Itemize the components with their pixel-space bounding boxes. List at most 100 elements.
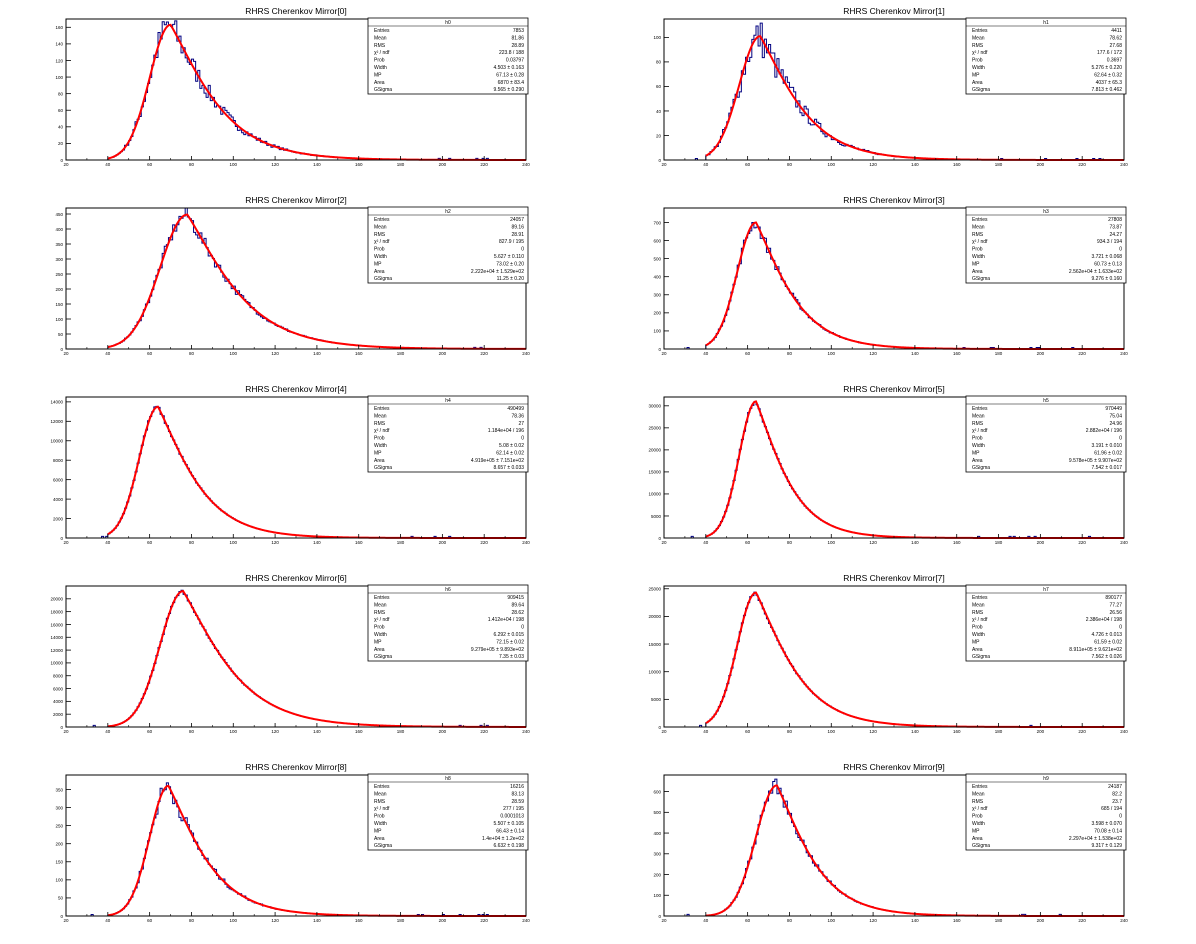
x-axis: 20 40 60 80 100 120 140 160 180 200 220 240 (661, 723, 1128, 734)
y-tick-label: 50 (58, 332, 64, 337)
stats-label: χ² / ndf (374, 617, 390, 623)
stats-value: 62.14 ± 0.02 (496, 450, 524, 456)
stats-value: 16216 (510, 784, 524, 790)
y-tick-label: 10000 (648, 670, 661, 675)
stats-label: Prob (374, 436, 385, 442)
y-tick-label: 0 (658, 158, 661, 163)
x-tick-label: 40 (703, 729, 709, 734)
stats-value: 2.562e+04 ± 1.633e+02 (1069, 269, 1122, 275)
y-axis: 0 5000 10000 15000 20000 25000 30000 (648, 404, 669, 541)
y-tick-label: 0 (60, 158, 63, 163)
x-tick-label: 80 (189, 351, 195, 356)
y-tick-label: 18000 (50, 609, 63, 614)
stats-value: 0 (1119, 436, 1122, 442)
x-tick-label: 140 (313, 918, 321, 923)
stats-label: GSigma (972, 87, 990, 93)
x-tick-label: 100 (828, 918, 836, 923)
x-tick-label: 60 (147, 729, 153, 734)
stats-title: h9 (1043, 776, 1049, 782)
stats-label: RMS (972, 43, 984, 49)
stats-label: GSigma (972, 654, 990, 660)
stats-value: 9.279e+05 ± 9.893e+02 (471, 647, 524, 653)
stats-label: RMS (374, 610, 386, 616)
stats-label: χ² / ndf (972, 50, 988, 56)
stats-label: χ² / ndf (374, 428, 390, 434)
stats-value: 277 / 195 (503, 806, 524, 812)
x-tick-label: 60 (745, 540, 751, 545)
x-tick-label: 80 (787, 918, 793, 923)
x-tick-label: 220 (480, 540, 488, 545)
stats-label: Prob (374, 58, 385, 64)
y-tick-label: 12000 (50, 419, 63, 424)
stats-title: h0 (445, 20, 451, 26)
histogram-panel: RHRS Cherenkov Mirror[1] 20 40 60 80 100 120 14… (653, 6, 1128, 167)
x-tick-label: 140 (313, 162, 321, 167)
y-axis: 0 100 200 300 400 500 600 700 (653, 220, 669, 352)
y-tick-label: 4000 (53, 497, 64, 502)
stats-value: 0 (1119, 247, 1122, 253)
y-tick-label: 350 (55, 787, 63, 792)
y-tick-label: 60 (58, 108, 64, 113)
x-axis: 20 40 60 80 100 120 140 160 180 200 220 240 (661, 534, 1128, 545)
stats-label: GSigma (374, 654, 392, 660)
x-tick-label: 180 (995, 351, 1003, 356)
stats-title: h6 (445, 587, 451, 593)
stats-label: RMS (374, 43, 386, 49)
x-tick-label: 180 (995, 540, 1003, 545)
stats-label: RMS (972, 421, 984, 427)
stats-value: 24.96 (1109, 421, 1122, 427)
stats-label: Mean (374, 35, 387, 41)
y-tick-label: 5000 (651, 514, 662, 519)
y-tick-label: 100 (55, 75, 63, 80)
stats-value: 78.62 (1109, 35, 1122, 41)
stats-value: 909415 (507, 595, 524, 601)
stats-title: h1 (1043, 20, 1049, 26)
stats-label: Width (374, 65, 387, 71)
stats-value: 9.276 ± 0.160 (1091, 276, 1122, 282)
x-tick-label: 160 (953, 540, 961, 545)
stats-value: 82.2 (1112, 791, 1122, 797)
y-tick-label: 450 (55, 212, 63, 217)
stats-value: 0 (521, 625, 524, 631)
stats-label: Area (374, 269, 385, 275)
stats-value: 72.15 ± 0.02 (496, 639, 524, 645)
histogram-panel: RHRS Cherenkov Mirror[4] 20 40 60 80 100 120 14… (50, 384, 530, 545)
x-tick-label: 20 (63, 729, 69, 734)
x-tick-label: 40 (105, 540, 111, 545)
x-tick-label: 240 (522, 351, 530, 356)
x-axis: 20 40 60 80 100 120 140 160 180 200 220 240 (63, 156, 530, 167)
stats-frame (367, 584, 529, 662)
stats-label: Entries (374, 217, 390, 223)
y-tick-label: 25000 (648, 587, 661, 592)
stats-label: GSigma (374, 843, 392, 849)
x-tick-label: 40 (703, 351, 709, 356)
y-tick-label: 20000 (648, 614, 661, 619)
x-tick-label: 20 (661, 162, 667, 167)
y-tick-label: 400 (653, 831, 661, 836)
x-axis: 20 40 60 80 100 120 140 160 180 200 220 240 (63, 723, 530, 734)
stats-box: h1 Entries 4411 Mean 78.62 RMS 27.68 χ² / ndf 17… (965, 17, 1127, 95)
x-tick-label: 100 (230, 540, 238, 545)
stats-value: 62.64 ± 0.32 (1094, 72, 1122, 78)
stats-value: 73.02 ± 0.20 (496, 261, 524, 267)
stats-label: RMS (374, 232, 386, 238)
stats-label: Mean (972, 602, 985, 608)
x-tick-label: 40 (105, 918, 111, 923)
stats-label: Width (972, 443, 985, 449)
x-tick-label: 200 (1037, 351, 1045, 356)
y-tick-label: 200 (653, 311, 661, 316)
y-tick-label: 300 (55, 257, 63, 262)
stats-box: h8 Entries 16216 Mean 83.13 RMS 28.59 χ² / ndf 2… (367, 773, 529, 851)
y-tick-label: 0 (658, 725, 661, 730)
y-tick-label: 100 (653, 893, 661, 898)
y-tick-label: 120 (55, 58, 63, 63)
y-tick-label: 400 (55, 227, 63, 232)
x-tick-label: 40 (703, 540, 709, 545)
y-tick-label: 20 (656, 133, 662, 138)
stats-label: Entries (374, 784, 390, 790)
stats-title: h7 (1043, 587, 1049, 593)
y-tick-label: 600 (653, 238, 661, 243)
y-tick-label: 300 (653, 293, 661, 298)
stats-label: RMS (972, 610, 984, 616)
panel-title: RHRS Cherenkov Mirror[4] (245, 384, 347, 394)
